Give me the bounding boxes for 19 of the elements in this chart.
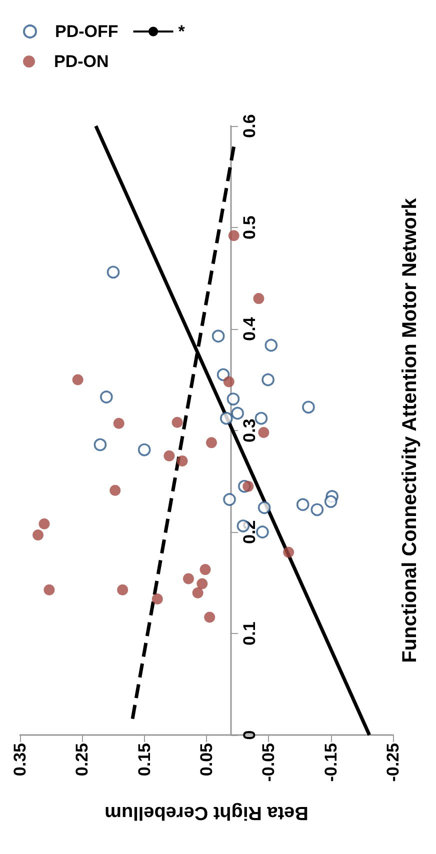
x-tick-label: -0.05 xyxy=(259,743,278,782)
y-axis-title: Functional Connectivity Attention Motor Network xyxy=(399,197,421,663)
legend-label: PD-OFF xyxy=(55,22,118,41)
x-tick-label: 0.15 xyxy=(134,743,154,776)
y-tick-label: 0.5 xyxy=(240,216,259,240)
legend-label: PD-ON xyxy=(54,52,109,71)
y-tick-label: 0.6 xyxy=(240,114,259,138)
x-tick-label: 0.05 xyxy=(197,743,216,776)
y-tick-label: 0.3 xyxy=(240,418,259,442)
x-tick-label: 0.25 xyxy=(72,743,92,776)
x-axis-title: Beta Right Cerebellum xyxy=(104,802,308,823)
x-tick-label: -0.15 xyxy=(321,743,340,782)
x-tick-label: 0.35 xyxy=(10,743,30,776)
legend-label: * xyxy=(178,22,186,41)
y-tick-label: 0.2 xyxy=(240,520,259,544)
y-tick-label: 0 xyxy=(240,730,259,740)
y-tick-label: 0.4 xyxy=(240,316,259,341)
x-tick-label: -0.25 xyxy=(384,743,402,782)
y-tick-label: 0.1 xyxy=(240,622,259,646)
